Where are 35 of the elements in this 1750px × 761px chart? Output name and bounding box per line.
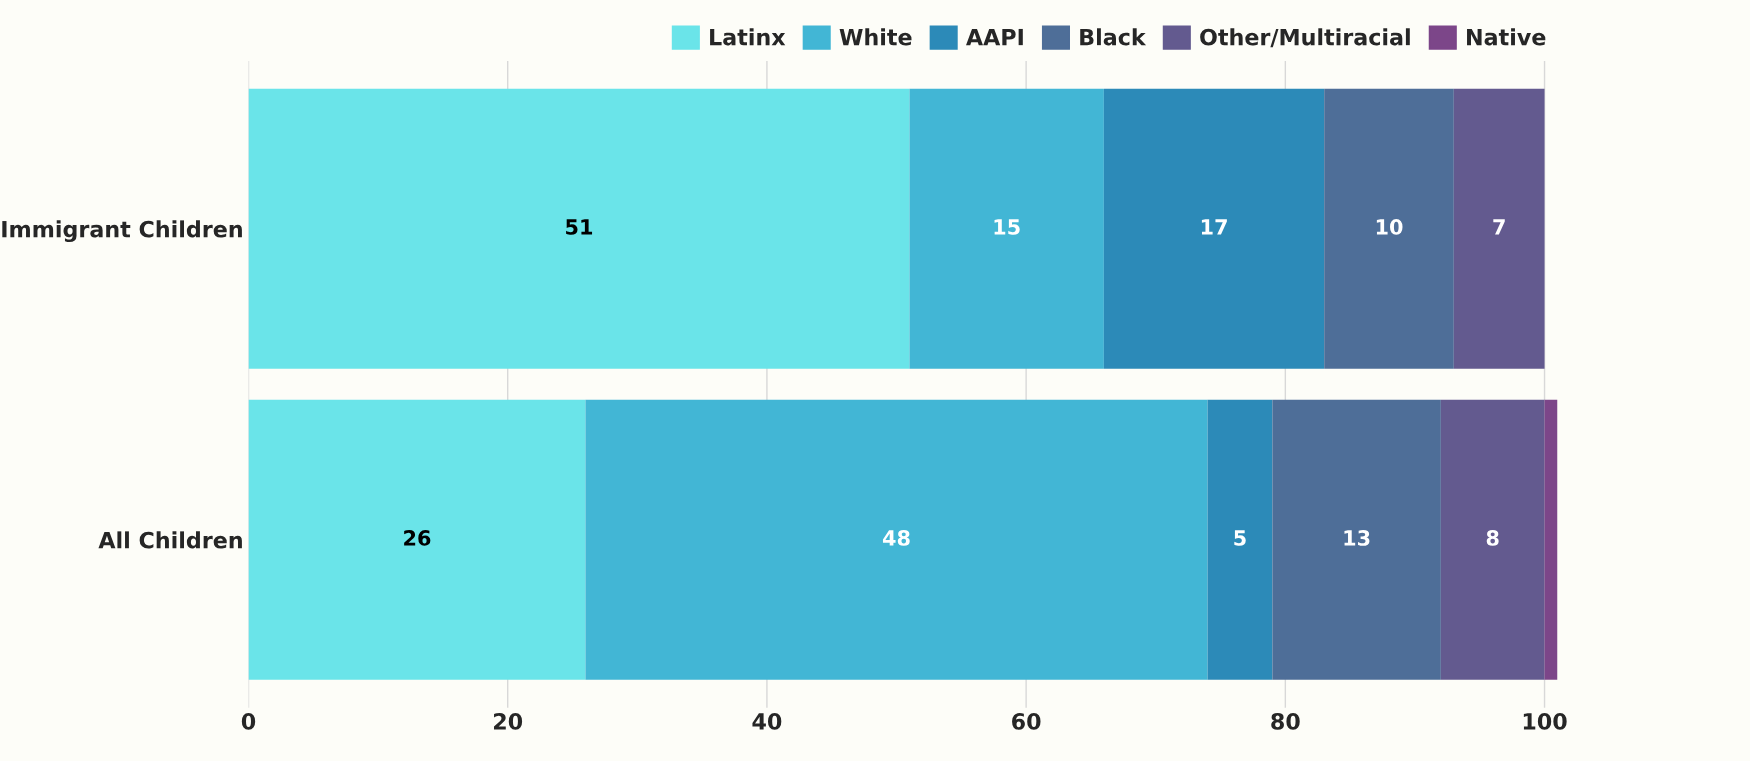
data-label: 15: [994, 219, 1020, 235]
data-label: 51: [566, 219, 593, 235]
data-label: 48: [882, 530, 910, 546]
bar: [1272, 399, 1441, 680]
x-tick-label: 100: [1523, 712, 1567, 730]
bar: [1207, 399, 1273, 680]
legend-label: Native: [1467, 28, 1546, 46]
data-label: 5: [1234, 530, 1246, 546]
bar: [1324, 88, 1454, 369]
data-label: 17: [1201, 219, 1227, 235]
y-tick-label: All Children: [98, 531, 242, 549]
bar: [585, 399, 1208, 680]
data-label: 8: [1486, 530, 1499, 546]
bar: [1440, 399, 1545, 680]
x-tick-label: 20: [494, 712, 523, 730]
bar: [1103, 88, 1325, 369]
legend-label: White: [839, 28, 912, 46]
bar: [1453, 88, 1545, 369]
x-tick-label: 0: [241, 712, 256, 730]
x-tick-label: 80: [1271, 712, 1300, 730]
legend-label: Black: [1080, 28, 1147, 46]
x-tick-label: 60: [1012, 712, 1041, 730]
x-tick-label: 40: [752, 712, 782, 730]
legend-label: Other/Multiracial: [1200, 28, 1410, 48]
bar: [248, 399, 586, 680]
data-label: 13: [1344, 530, 1370, 546]
data-label: 26: [404, 530, 431, 546]
data-label: 7: [1493, 219, 1505, 235]
data-label: 10: [1376, 219, 1403, 235]
bar: [248, 88, 910, 369]
legend-label: AAPI: [966, 28, 1023, 46]
legend-label: Latinx: [710, 28, 786, 46]
bar: [1544, 399, 1558, 680]
bar: [909, 88, 1104, 369]
y-tick-label: Immigrant Children: [2, 220, 242, 243]
